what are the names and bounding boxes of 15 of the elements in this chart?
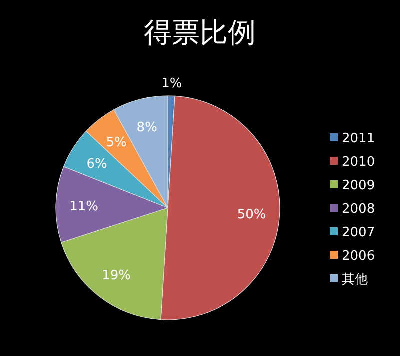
data-label: 8% [136, 120, 158, 136]
data-label: 19% [102, 268, 131, 284]
data-label: 6% [86, 156, 108, 172]
data-label: 50% [237, 207, 266, 222]
chart-title: 得票比例 [144, 16, 256, 49]
legend-label: 2008 [342, 202, 376, 217]
data-label: 11% [70, 199, 98, 214]
legend-label: 其他 [342, 272, 368, 288]
legend-label: 2006 [342, 249, 376, 264]
data-label: 5% [106, 136, 127, 151]
legend-label: 2010 [342, 155, 376, 170]
legend-label: 2011 [342, 132, 376, 146]
legend-label: 2007 [342, 226, 376, 240]
legend-label: 2009 [342, 178, 376, 194]
data-label: 1% [162, 76, 182, 92]
